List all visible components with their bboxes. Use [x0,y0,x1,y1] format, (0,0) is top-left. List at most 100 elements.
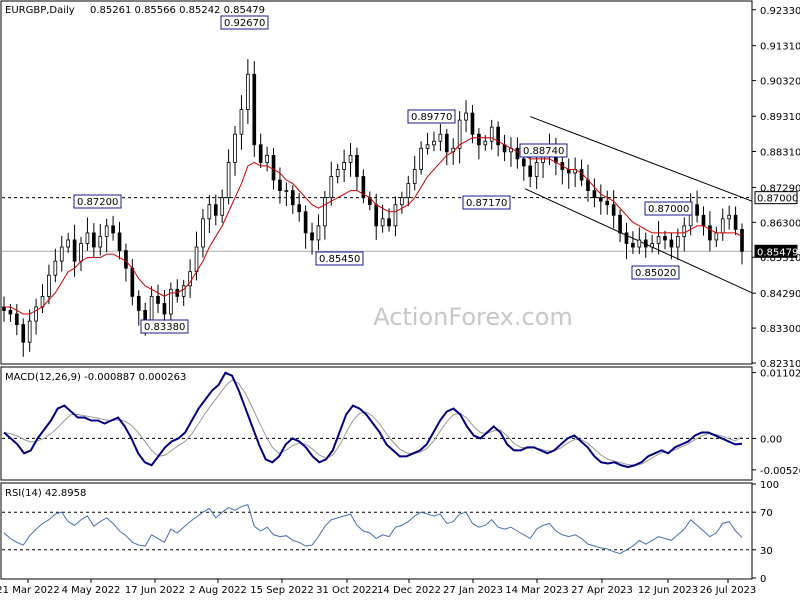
candle-body [258,144,263,163]
candle-body [592,190,597,199]
candle-body [464,112,468,121]
candle-body [72,239,77,262]
rsi-panel: 100 70 30 0 RSI(14) 42.8958 [0,480,779,585]
candle-body [79,243,83,262]
annotation-label: 0.89770 [407,109,456,124]
x-tick-label: 21 Mar 2022 [0,585,60,596]
price-tick-label: 0.91310 [760,42,800,53]
candle-body [316,225,321,241]
candle-body [720,218,725,234]
candle-body [278,179,282,192]
candle-body [220,197,225,216]
price-panel: ActionForex.com 0.92670 0.87200 0.89770 0.8… [0,0,800,370]
candle-body [252,73,257,146]
annotation-label: 0.87170 [462,195,511,210]
candle-body [400,197,404,206]
candle-body [323,197,327,227]
candle-body [470,112,475,135]
x-tick-label: 14 Dec 2022 [377,585,441,596]
moving-average [4,137,743,315]
annotation-box [644,201,693,216]
annotation-label: 0.92670 [220,15,269,30]
candle-body [663,236,667,241]
candle-body [156,295,160,304]
candle-body [419,147,423,170]
macd-tick-label: 0.011027 [760,369,800,380]
candle-body [329,176,334,199]
price-tick-label: 0.85310 [760,253,800,264]
candle-body [477,133,481,146]
candle-body [618,214,622,234]
annotation-text: 0.85020 [635,268,676,279]
candle-body [515,147,520,160]
price-panel-border [0,0,753,365]
candle-body [675,236,680,248]
candle-body [143,310,148,322]
rsi-line [3,504,743,555]
candle-body [714,232,719,241]
annotation-box [73,194,122,209]
candle-body [393,204,398,227]
macd-line [3,371,743,469]
level-label-box [754,244,798,258]
annotation-text: 0.85450 [319,254,360,265]
candle-body [201,218,205,248]
annotation-label: 0.87200 [73,194,122,209]
annotation-text: 0.87170 [466,198,507,209]
candle-body [194,246,199,273]
candle-body [669,239,674,248]
rsi-y-axis: 100 70 30 0 [752,480,779,585]
annotation-label: 0.83380 [140,319,189,334]
candle-body [528,165,533,177]
candle-body [188,271,192,287]
candle-body [733,214,738,230]
candle-body [348,154,353,163]
moving-average-line [4,137,743,315]
price-tick-label: 0.82310 [760,359,800,370]
candle-body [136,295,141,311]
candle-body [682,225,687,237]
candle-body [8,310,13,315]
candle-body [239,109,244,135]
price-annotations: 0.92670 0.87200 0.89770 0.88740 0.87170 0.870… [73,15,693,334]
annotation-label: 0.85450 [315,251,364,266]
macd-tick-label: 0.00 [760,434,782,445]
channel-upper-line [530,116,753,202]
candle-body [34,306,38,322]
candle-body [226,162,231,199]
x-tick-label: 26 Jul 2023 [700,585,757,596]
annotation-label: 0.88740 [519,143,568,158]
macd-signal-line [3,379,743,466]
candle-body [438,133,443,142]
x-axis: 21 Mar 2022 4 May 2022 17 Jun 2022 2 Aug 20… [0,579,756,596]
candle-body [15,313,19,325]
candle-body [534,162,539,177]
x-tick-label: 27 Apr 2023 [571,585,633,596]
annotation-box [315,251,364,266]
price-tick-label: 0.86300 [760,218,800,229]
candle-body [181,285,186,297]
candle-body [740,228,744,252]
price-tick-label: 0.92330 [760,6,800,17]
x-tick-label: 4 May 2022 [62,585,121,596]
candle-body [483,140,488,146]
macd-y-axis: 0.011027 0.00 -0.005267 [752,369,800,477]
candle-body [335,169,340,177]
candle-body [650,243,654,248]
x-tick-label: 15 Sep 2022 [250,585,313,596]
annotation-text: 0.87200 [77,197,118,208]
candle-body [297,204,302,213]
candle-body [727,214,731,220]
price-tick-label: 0.90320 [760,77,800,88]
candle-body [207,204,212,220]
level-label: 0.87000 [757,194,798,205]
annotation-box [407,109,456,124]
candle-body [387,218,391,227]
candle-body [2,306,6,311]
candle-body [695,204,699,216]
watermark: ActionForex.com [373,303,573,331]
rsi-title: RSI(14) 42.8958 [5,488,86,499]
level-label-box [754,191,798,205]
candle-body [124,250,128,269]
